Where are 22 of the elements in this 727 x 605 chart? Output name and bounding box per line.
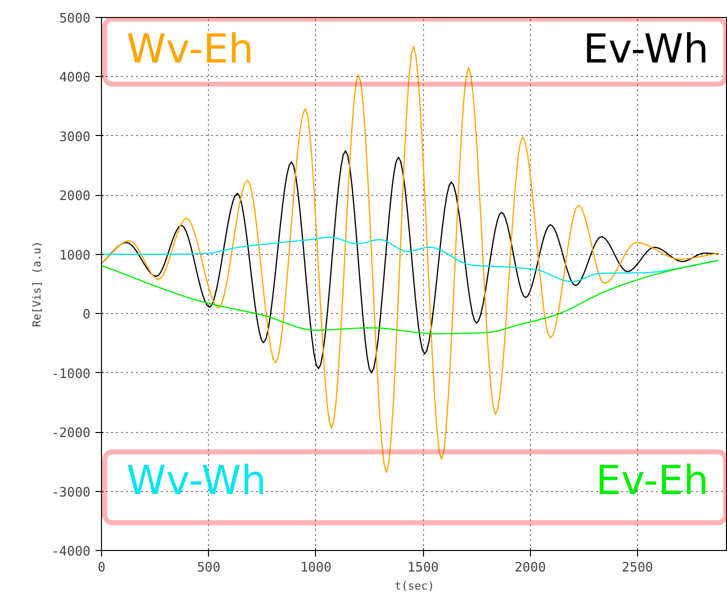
- x-tick-label: 500: [196, 560, 220, 576]
- y-tick-label: -4000: [51, 544, 91, 560]
- y-tick-label: -2000: [51, 426, 91, 442]
- text: Wv-Wh: [126, 458, 266, 504]
- x-axis-title: t(sec): [394, 580, 434, 592]
- y-tick-label: 1000: [59, 248, 91, 264]
- x-tick-label: 0: [98, 560, 106, 576]
- y-tick-label: 3000: [59, 130, 91, 145]
- y-tick-label: 2000: [59, 189, 91, 204]
- x-tick-label: 1500: [407, 560, 439, 576]
- x-tick-label: 1000: [300, 560, 332, 576]
- x-tick-label: 2000: [514, 560, 546, 576]
- series-label: Wv-Eh: [126, 26, 254, 72]
- text: Ev-Wh: [583, 26, 709, 72]
- y-tick-label: 0: [82, 308, 90, 323]
- text: Ev-Eh: [596, 458, 709, 504]
- y-axis-title: Re[Vis] (a.u): [30, 240, 44, 328]
- y-tick-label: 5000: [59, 12, 91, 26]
- y-tick-label: 4000: [59, 70, 91, 86]
- y-tick-label: -3000: [51, 485, 91, 500]
- y-tick-label: -1000: [51, 366, 91, 382]
- x-tick-label: 2500: [622, 560, 654, 576]
